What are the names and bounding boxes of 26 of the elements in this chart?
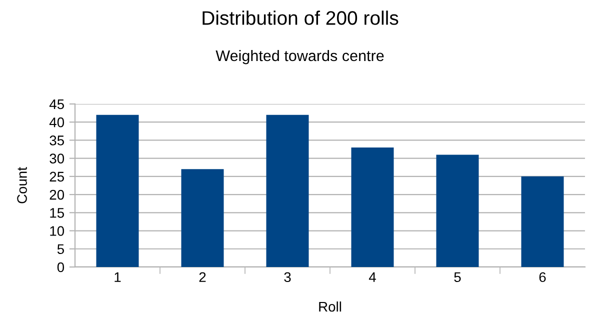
y-axis-title: Count xyxy=(17,167,27,204)
y-tick-label: 30 xyxy=(50,154,64,164)
y-tick-label: 0 xyxy=(57,262,64,272)
y-tick-label: 20 xyxy=(50,190,64,200)
y-tick-label: 10 xyxy=(50,226,64,236)
x-tick-label: 5 xyxy=(454,272,461,282)
x-tick-label: 1 xyxy=(114,272,121,282)
x-tick-label: 6 xyxy=(539,272,546,282)
chart-title: Distribution of 200 rolls xyxy=(202,10,398,25)
y-tick-label: 40 xyxy=(49,117,64,128)
x-tick-label: 3 xyxy=(284,272,291,282)
bar xyxy=(436,154,479,267)
bar xyxy=(181,169,224,267)
bar xyxy=(266,114,309,267)
x-tick-label: 2 xyxy=(199,272,206,282)
bar xyxy=(96,114,139,267)
x-axis-title: Roll xyxy=(319,301,342,312)
chart-subtitle: Weighted towards centre xyxy=(216,50,384,64)
bar xyxy=(351,147,394,267)
y-tick-label: 5 xyxy=(57,244,64,254)
bar xyxy=(521,176,564,267)
x-tick-label: 4 xyxy=(368,272,376,282)
y-tick-label: 15 xyxy=(50,208,64,218)
y-tick-label: 45 xyxy=(49,99,64,110)
y-tick-label: 35 xyxy=(50,136,64,146)
y-tick-label: 25 xyxy=(50,172,64,182)
